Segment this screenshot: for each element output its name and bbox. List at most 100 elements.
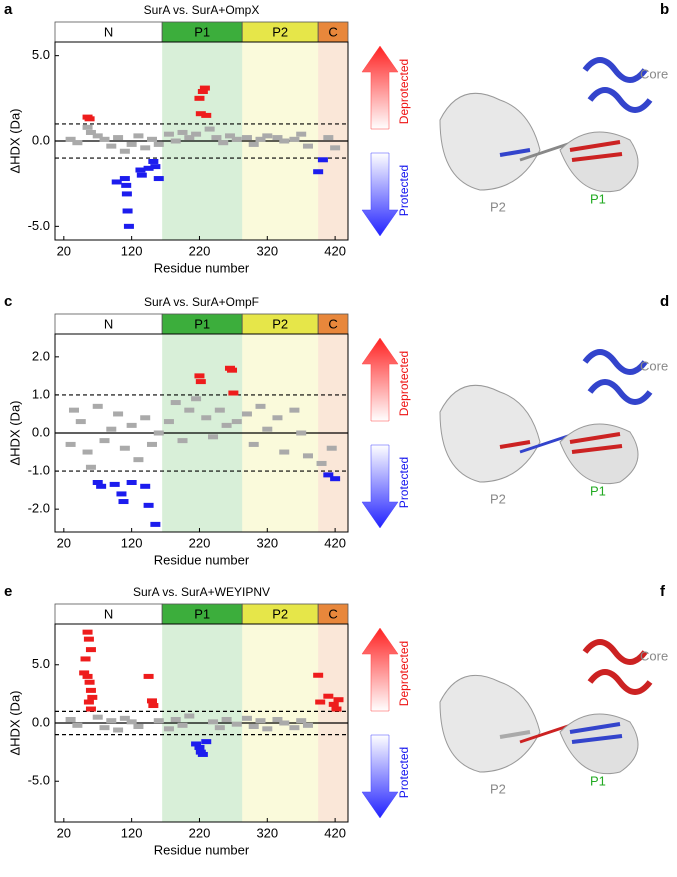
chart-title: SurA vs. SurA+OmpX	[144, 3, 260, 17]
peptide-mark	[177, 129, 188, 135]
x-axis-label: Residue number	[154, 842, 250, 857]
peptide-mark	[119, 445, 130, 451]
peptide-mark	[113, 727, 124, 733]
peptide-mark	[279, 720, 290, 726]
peptide-mark	[316, 460, 327, 466]
deprotected-arrow	[361, 337, 399, 422]
region-label: P1	[194, 316, 210, 331]
peptide-mark	[121, 191, 132, 197]
peptide-mark	[201, 739, 212, 745]
peptide-mark	[148, 158, 159, 164]
deprotected-arrow	[361, 627, 399, 712]
protected-arrow	[361, 734, 399, 819]
peptide-mark	[143, 673, 154, 679]
peptide-mark	[153, 176, 164, 182]
peptide-mark	[140, 145, 151, 151]
peptide-mark	[289, 407, 300, 413]
y-axis-label: ΔHDX (Da)	[7, 400, 22, 465]
y-tick-label: -5.0	[28, 773, 50, 788]
peptide-mark	[65, 136, 76, 142]
peptide-mark	[228, 390, 239, 396]
peptide-mark	[163, 419, 174, 425]
peptide-mark	[99, 438, 110, 444]
chart-title: SurA vs. SurA+WEYIPNV	[133, 585, 270, 599]
peptide-mark	[262, 726, 273, 732]
p2-label: P2	[490, 199, 506, 214]
region-label: P1	[194, 606, 210, 621]
peptide-mark	[119, 148, 130, 154]
peptide-mark	[323, 693, 334, 699]
peptide-mark	[333, 697, 344, 703]
peptide-mark	[199, 85, 210, 91]
peptide-mark	[153, 718, 164, 724]
peptide-mark	[111, 179, 122, 185]
peptide-mark	[184, 407, 195, 413]
peptide-mark	[231, 419, 242, 425]
core-helices	[582, 349, 653, 405]
core-helices	[582, 57, 653, 113]
peptide-mark	[272, 415, 283, 421]
peptide-mark	[330, 476, 341, 482]
y-tick-label: 0.0	[32, 132, 50, 147]
p1-label: P1	[590, 191, 606, 206]
region-label: P2	[272, 316, 288, 331]
peptide-mark	[85, 706, 96, 712]
peptide-mark	[331, 706, 342, 712]
peptide-mark	[133, 133, 144, 139]
panel-letter: c	[4, 293, 12, 310]
peptide-mark	[231, 721, 242, 727]
peptide-mark	[184, 713, 195, 719]
peptide-mark	[204, 126, 215, 132]
peptide-mark	[194, 373, 205, 379]
peptide-mark	[140, 483, 151, 489]
x-tick-label: 320	[256, 243, 278, 258]
p2-strand	[499, 148, 531, 157]
deprotected-label: Deprotected	[397, 641, 411, 706]
p2-label: P2	[490, 491, 506, 506]
peptide-mark	[123, 223, 134, 229]
peptide-mark	[85, 129, 96, 135]
peptide-mark	[133, 723, 144, 729]
peptide-mark	[106, 143, 117, 149]
peptide-mark	[146, 136, 157, 142]
protected-label: Protected	[397, 457, 411, 508]
peptide-mark	[194, 744, 205, 750]
peptide-mark	[170, 717, 181, 723]
y-axis-label: ΔHDX (Da)	[7, 690, 22, 755]
peptide-mark	[126, 141, 137, 147]
p1-strands	[569, 140, 623, 162]
peptide-mark	[72, 722, 83, 728]
p1-strands	[569, 432, 623, 454]
peptide-mark	[272, 135, 283, 141]
peptide-mark	[323, 135, 334, 141]
chart: c SurA vs. SurA+OmpF N P1 P2 C -2.0 -1.0 0.0 1.0 2…	[4, 293, 411, 567]
y-tick-label: 5.0	[32, 656, 50, 671]
peptide-mark	[191, 131, 202, 137]
peptide-mark	[214, 725, 225, 731]
peptide-mark	[272, 717, 283, 723]
protected-arrow	[361, 444, 399, 529]
peptide-mark	[113, 135, 124, 141]
p2-domain	[439, 92, 541, 191]
x-axis-label: Residue number	[154, 260, 250, 275]
deprotected-arrow	[361, 45, 399, 130]
peptide-mark	[194, 95, 205, 101]
peptide-mark	[211, 135, 222, 141]
core-label: Core	[640, 648, 668, 663]
peptide-mark	[84, 116, 95, 122]
peptide-mark	[121, 182, 132, 188]
region-label: C	[328, 316, 337, 331]
peptide-mark	[68, 407, 79, 413]
peptide-mark	[201, 415, 212, 421]
peptide-mark	[150, 164, 161, 170]
core-helices	[582, 639, 653, 695]
protected-arrow	[361, 152, 399, 237]
peptide-mark	[241, 411, 252, 417]
peptide-mark	[85, 687, 96, 693]
peptide-mark	[75, 419, 86, 425]
panel-letter: e	[4, 583, 12, 600]
peptide-mark	[197, 89, 208, 94]
panel-letter: b	[660, 1, 669, 18]
peptide-mark	[170, 138, 181, 144]
